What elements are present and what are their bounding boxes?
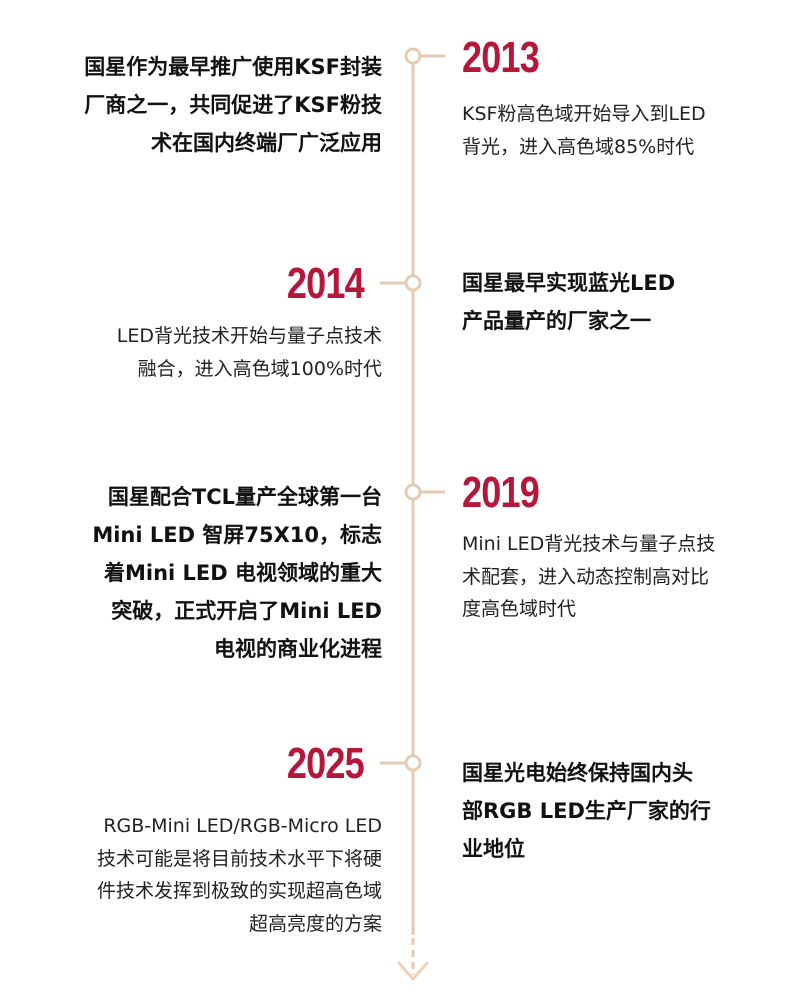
text-line: 国星配合TCL量产全球第一台: [107, 485, 382, 509]
text-line: 融合，进入高色域100%时代: [137, 357, 382, 380]
text-line: 产品量产的厂家之一: [462, 309, 651, 333]
node-2019: [404, 483, 445, 501]
text-line: 件技术发挥到极致的实现超高色域: [96, 880, 382, 902]
node-2025: [380, 754, 422, 772]
node-2013: [404, 47, 445, 65]
company-text-2014: 国星最早实现蓝光LED 产品量产的厂家之一: [462, 264, 675, 340]
company-text-2013: 国星作为最早推广使用KSF封装 厂商之一，共同促进了KSF粉技 术在国内终端厂广…: [84, 48, 382, 162]
node-2014: [380, 274, 422, 292]
text-line: 着Mini LED 电视领域的重大: [103, 561, 382, 585]
text-line: 国星光电始终保持国内头: [462, 761, 693, 785]
text-line: 超高亮度的方案: [248, 912, 382, 935]
company-text-2019: 国星配合TCL量产全球第一台 Mini LED 智屏75X10，标志 着Mini…: [92, 478, 382, 668]
text-line: LED背光技术开始与量子点技术: [116, 325, 382, 347]
year-2014: 2014: [287, 259, 365, 308]
text-line: KSF粉高色域开始导入到LED: [462, 103, 706, 125]
text-line: Mini LED背光技术与量子点技: [462, 533, 716, 555]
desc-text-2019: Mini LED背光技术与量子点技 术配套，进入动态控制高对比 度高色域时代: [462, 528, 715, 626]
text-line: 国星作为最早推广使用KSF封装: [84, 55, 382, 79]
year-2013: 2013: [462, 33, 540, 82]
year-2019: 2019: [462, 468, 540, 517]
text-line: 国星最早实现蓝光LED: [462, 271, 676, 295]
text-line: 背光，进入高色域85%时代: [462, 135, 695, 158]
desc-text-2013: KSF粉高色域开始导入到LED 背光，进入高色域85%时代: [462, 98, 706, 163]
year-2025: 2025: [287, 739, 365, 788]
text-line: 部RGB LED生产厂家的行: [462, 799, 711, 823]
text-line: 突破，正式开启了Mini LED: [111, 599, 382, 623]
text-line: 业地位: [462, 837, 525, 861]
desc-text-2014: LED背光技术开始与量子点技术 融合，进入高色域100%时代: [117, 320, 382, 385]
text-line: Mini LED 智屏75X10，标志: [92, 523, 382, 547]
text-line: 度高色域时代: [462, 598, 577, 620]
text-line: RGB-Mini LED/RGB-Micro LED: [103, 815, 382, 837]
text-line: 术配套，进入动态控制高对比: [462, 565, 710, 588]
desc-text-2025: RGB-Mini LED/RGB-Micro LED 技术可能是将目前技术水平下…: [97, 810, 382, 940]
company-text-2025: 国星光电始终保持国内头 部RGB LED生产厂家的行 业地位: [462, 754, 711, 868]
text-line: 技术可能是将目前技术水平下将硬: [96, 847, 382, 870]
arrow-down-icon: [396, 961, 430, 982]
text-line: 厂商之一，共同促进了KSF粉技: [84, 93, 382, 117]
text-line: 术在国内终端厂广泛应用: [151, 131, 382, 155]
text-line: 电视的商业化进程: [214, 637, 382, 661]
